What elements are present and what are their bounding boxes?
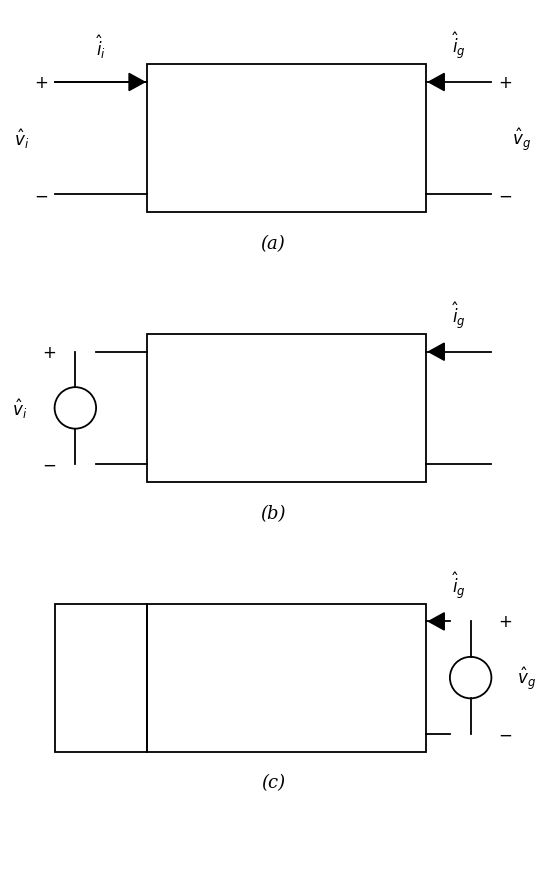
Polygon shape — [129, 74, 145, 91]
Text: $\hat{i}_g$: $\hat{i}_g$ — [452, 30, 466, 61]
Text: $\hat{v}_g$: $\hat{v}_g$ — [512, 126, 531, 152]
Bar — [147, 604, 426, 752]
Text: $\hat{v}_g$: $\hat{v}_g$ — [518, 665, 536, 691]
Polygon shape — [429, 343, 444, 361]
Text: +: + — [34, 74, 48, 92]
Text: $\hat{i}_i$: $\hat{i}_i$ — [96, 34, 106, 61]
Text: +: + — [498, 74, 512, 92]
Text: $-$: $-$ — [42, 455, 56, 474]
Text: $-$: $-$ — [498, 725, 512, 743]
Polygon shape — [429, 614, 444, 630]
Text: $-$: $-$ — [34, 186, 48, 204]
Bar — [55, 604, 147, 752]
Text: (c): (c) — [261, 773, 285, 792]
Text: $\hat{i}_g$: $\hat{i}_g$ — [452, 569, 466, 600]
Text: (a): (a) — [260, 235, 286, 253]
Text: $-$: $-$ — [498, 186, 512, 204]
Text: $\hat{v}_i$: $\hat{v}_i$ — [11, 396, 27, 421]
Text: $\hat{v}_i$: $\hat{v}_i$ — [14, 127, 29, 151]
Text: +: + — [498, 613, 512, 631]
Text: $\hat{i}_g$: $\hat{i}_g$ — [452, 300, 466, 330]
Bar — [147, 65, 426, 213]
Text: (b): (b) — [260, 504, 286, 522]
Polygon shape — [429, 74, 444, 91]
Bar — [147, 335, 426, 482]
Text: +: + — [42, 343, 56, 362]
